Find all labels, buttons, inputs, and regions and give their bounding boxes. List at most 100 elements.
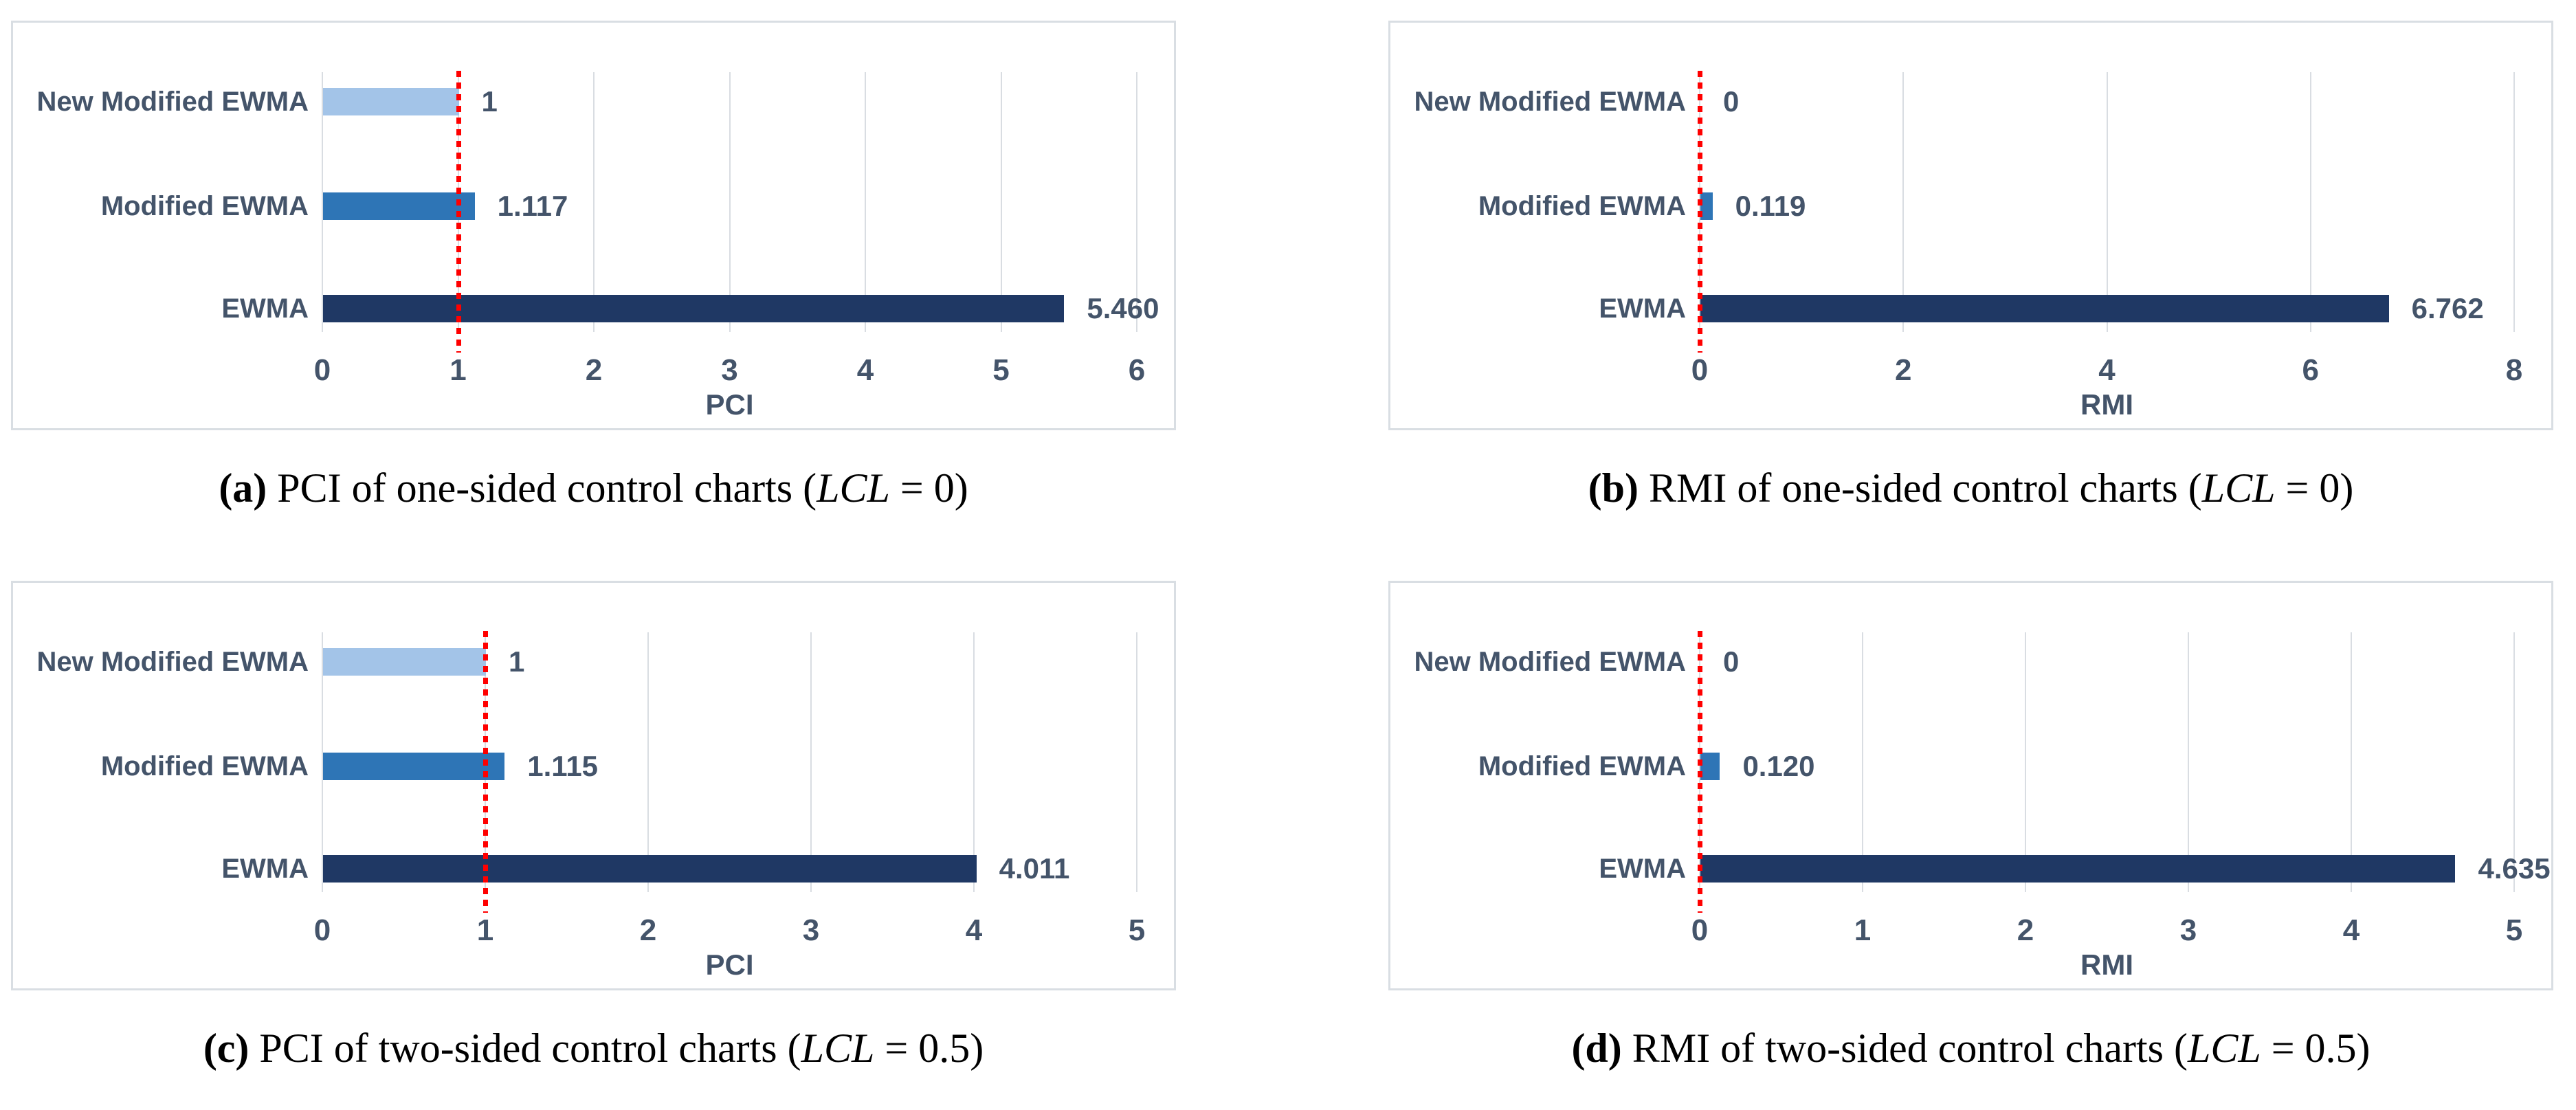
caption-text: PCI of two-sided control charts ( (249, 1025, 801, 1071)
caption-b: (b) RMI of one-sided control charts (LCL… (1388, 459, 2553, 517)
bar-ewma (1700, 855, 2455, 883)
bar-ewma (323, 855, 977, 883)
bar-new-modified-ewma (323, 648, 486, 676)
x-tick-label: 3 (721, 353, 738, 387)
gridline (647, 632, 649, 892)
axis-baseline (322, 632, 323, 892)
bar-modified-ewma (1700, 192, 1713, 220)
x-tick-label: 2 (585, 353, 603, 387)
x-tick-label: 3 (802, 913, 820, 947)
x-tick-label: 1 (449, 353, 467, 387)
data-label: 1.115 (527, 750, 599, 782)
category-label: EWMA (1599, 854, 1686, 884)
category-label: Modified EWMA (1478, 191, 1686, 221)
x-tick-label: 8 (2505, 353, 2523, 387)
gridline (865, 72, 866, 332)
caption-math-value: = 0.5) (874, 1025, 984, 1071)
lcl-reference-line (1698, 631, 1702, 913)
x-tick-label: 2 (639, 913, 657, 947)
category-label: New Modified EWMA (1414, 647, 1686, 677)
bar-modified-ewma (323, 753, 504, 780)
x-axis-title: RMI (2080, 948, 2133, 981)
caption-text: RMI of one-sided control charts ( (1638, 465, 2202, 511)
caption-a: (a) PCI of one-sided control charts (LCL… (11, 459, 1176, 517)
x-tick-label: 6 (1128, 353, 1146, 387)
x-tick-label: 2 (2017, 913, 2034, 947)
x-tick-label: 0 (1691, 353, 1709, 387)
x-tick-label: 1 (1854, 913, 1872, 947)
x-tick-label: 6 (2302, 353, 2319, 387)
x-tick-label: 0 (313, 913, 331, 947)
gridline (1136, 72, 1137, 332)
caption-math-variable: LCL (2187, 1025, 2261, 1071)
x-axis-title: PCI (705, 388, 754, 421)
gridline (2025, 632, 2026, 892)
caption-math-value: = 0) (889, 465, 968, 511)
category-label: Modified EWMA (100, 191, 309, 221)
bar-new-modified-ewma (323, 88, 459, 115)
lcl-reference-line (456, 71, 461, 353)
gridline (1136, 632, 1137, 892)
x-tick-label: 4 (856, 353, 874, 387)
category-label: Modified EWMA (1478, 751, 1686, 781)
category-label: EWMA (221, 293, 309, 324)
gridline (973, 632, 975, 892)
gridline (729, 72, 731, 332)
caption-math-value: = 0) (2275, 465, 2354, 511)
caption-text: PCI of one-sided control charts ( (267, 465, 817, 511)
x-tick-label: 0 (1691, 913, 1709, 947)
category-label: EWMA (221, 854, 309, 884)
chart-panel-b: New Modified EWMA 0 Modified EWMA 0.119 EWMA… (1388, 21, 2553, 430)
lcl-reference-line (1698, 71, 1702, 353)
data-label: 4.011 (999, 852, 1070, 885)
data-label: 1 (481, 85, 498, 118)
category-label: New Modified EWMA (36, 87, 309, 117)
caption-d: (d) RMI of two-sided control charts (LCL… (1388, 1019, 2553, 1077)
data-label: 0.119 (1735, 190, 1806, 222)
x-axis-title: PCI (705, 948, 754, 981)
caption-math-variable: LCL (817, 465, 890, 511)
category-label: Modified EWMA (100, 751, 309, 781)
gridline (1000, 72, 1002, 332)
x-tick-label: 1 (476, 913, 494, 947)
data-label: 5.460 (1087, 292, 1159, 324)
chart-panel-a: New Modified EWMA 1 Modified EWMA 1.117 EWMA… (11, 21, 1176, 430)
x-tick-label: 4 (2098, 353, 2116, 387)
data-label: 0 (1723, 85, 1740, 118)
gridline (2513, 632, 2515, 892)
caption-math-variable: LCL (2201, 465, 2276, 511)
gridline (810, 632, 812, 892)
data-label: 0.120 (1742, 750, 1815, 782)
data-label: 0 (1723, 645, 1740, 678)
x-tick-label: 0 (313, 353, 331, 387)
gridline (2188, 632, 2189, 892)
x-tick-label: 3 (2179, 913, 2197, 947)
caption-math-value: = 0.5) (2261, 1025, 2370, 1071)
chart-panel-c: New Modified EWMA 1 Modified EWMA 1.115 EWMA… (11, 581, 1176, 990)
lcl-reference-line (483, 631, 488, 913)
caption-label: (c) (203, 1025, 249, 1071)
data-label: 1 (509, 645, 525, 678)
x-tick-label: 4 (2342, 913, 2360, 947)
bar-modified-ewma (323, 192, 475, 220)
data-label: 6.762 (2411, 292, 2484, 324)
x-tick-label: 5 (1128, 913, 1146, 947)
caption-c: (c) PCI of two-sided control charts (LCL… (11, 1019, 1176, 1077)
bar-modified-ewma (1700, 753, 1720, 780)
data-label: 4.635 (2478, 852, 2551, 885)
caption-label: (a) (219, 465, 267, 511)
caption-label: (b) (1588, 465, 1639, 511)
chart-panel-d: New Modified EWMA 0 Modified EWMA 0.120 EWMA… (1388, 581, 2553, 990)
gridline (2351, 632, 2352, 892)
axis-baseline (322, 72, 323, 332)
x-tick-label: 5 (992, 353, 1010, 387)
gridline (1902, 72, 1905, 332)
x-tick-label: 5 (2505, 913, 2523, 947)
bar-ewma (1700, 295, 2389, 322)
category-label: New Modified EWMA (36, 647, 309, 677)
gridline (2106, 72, 2108, 332)
data-label: 1.117 (497, 190, 568, 222)
gridline (2513, 72, 2515, 332)
gridline (1862, 632, 1863, 892)
caption-text: RMI of two-sided control charts ( (1621, 1025, 2188, 1071)
